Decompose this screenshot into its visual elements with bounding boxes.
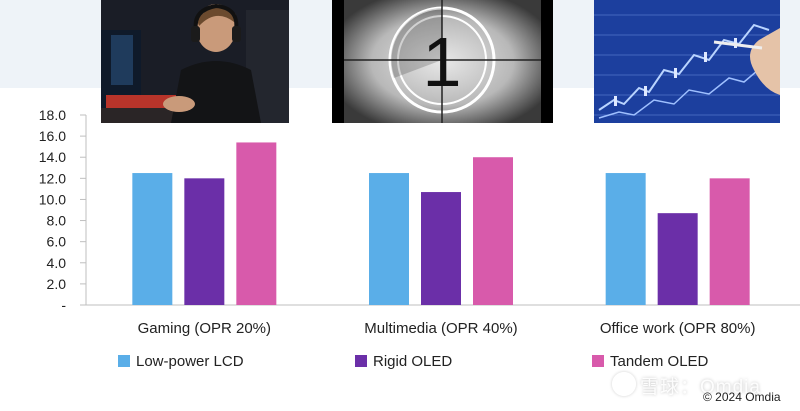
bar	[369, 173, 409, 305]
bar	[184, 178, 225, 305]
x-category-label: Office work (OPR 80%)	[600, 320, 756, 337]
stock-chart-photo-icon	[594, 0, 780, 123]
y-tick-label: 8.0	[47, 213, 67, 229]
film-countdown-photo-icon: 1	[332, 0, 553, 123]
gamer-photo-icon	[101, 0, 289, 123]
bar	[236, 142, 277, 305]
legend-label: Tandem OLED	[610, 353, 709, 370]
bar	[605, 173, 646, 305]
copyright-text: © 2024 Omdia	[703, 390, 781, 404]
legend-label: Low-power LCD	[136, 353, 244, 370]
x-category-label: Multimedia (OPR 40%)	[364, 320, 517, 337]
y-tick-label: 18.0	[39, 107, 66, 123]
legend-label: Rigid OLED	[373, 353, 452, 370]
legend-swatch	[355, 355, 367, 367]
bar	[132, 173, 173, 305]
x-category-label: Gaming (OPR 20%)	[138, 320, 271, 337]
y-tick-label: 16.0	[39, 128, 66, 144]
bar	[709, 178, 750, 305]
y-tick-label: 12.0	[39, 170, 66, 186]
watermark-logo-icon	[612, 372, 636, 396]
bar	[657, 213, 698, 305]
y-tick-label: 4.0	[47, 255, 67, 271]
watermark: 雪球：Omdia	[612, 372, 761, 399]
watermark-text: 雪球：Omdia	[640, 377, 761, 398]
bar	[473, 157, 513, 305]
y-tick-label: 6.0	[47, 234, 67, 250]
y-tick-label: 2.0	[47, 276, 67, 292]
bar	[421, 192, 461, 305]
y-tick-label: 14.0	[39, 149, 66, 165]
legend-swatch	[118, 355, 130, 367]
legend-swatch	[592, 355, 604, 367]
y-tick-label: 10.0	[39, 191, 66, 207]
y-tick-label: -	[61, 297, 66, 313]
svg-text:1: 1	[423, 23, 462, 101]
